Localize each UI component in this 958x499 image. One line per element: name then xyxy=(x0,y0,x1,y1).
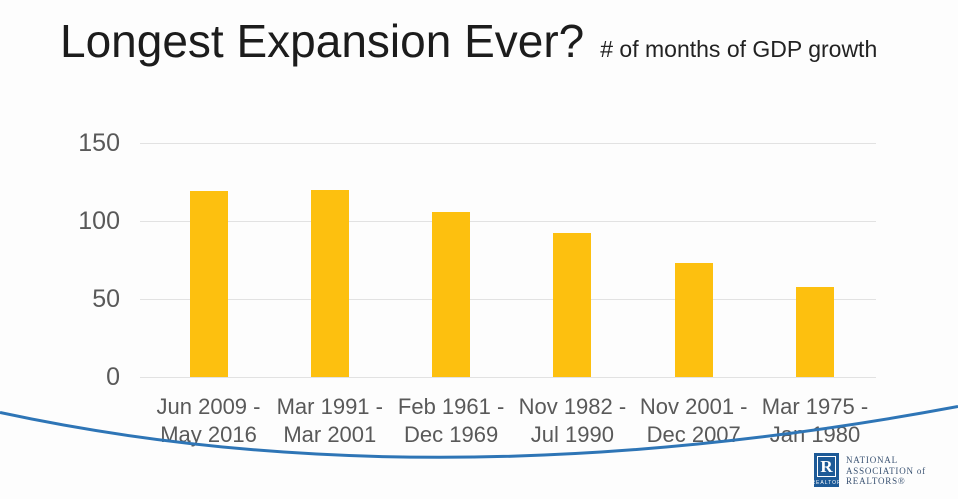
x-axis-label: Nov 1982 - Jul 1990 xyxy=(492,393,652,448)
gridline-y100 xyxy=(140,221,876,222)
x-axis-label-line2: Mar 2001 xyxy=(280,420,380,448)
bar-dec-1969 xyxy=(432,211,471,377)
y-axis-tick-100: 100 xyxy=(78,207,120,235)
bar-mar-2001 xyxy=(310,189,349,377)
x-axis-label: Mar 1991 - Mar 2001 xyxy=(250,393,410,448)
bar-jul-1990 xyxy=(553,233,592,377)
x-axis-label-line1: Nov 1982 - xyxy=(515,393,630,421)
x-axis-label-line1: Mar 1991 - xyxy=(273,393,386,421)
x-axis-label-line1: Feb 1961 - xyxy=(394,393,508,421)
y-axis-tick-150: 150 xyxy=(78,129,120,157)
y-axis-tick-0: 0 xyxy=(106,363,120,391)
realtor-r-letter: R xyxy=(817,455,836,477)
chart-subtitle: # of months of GDP growth xyxy=(600,36,878,62)
x-axis-label-line2: Dec 1969 xyxy=(401,420,502,448)
nar-wordmark-line3: REALTORS® xyxy=(846,476,906,486)
realtor-r-icon: R xyxy=(814,453,839,479)
x-axis-label-line1: Mar 1975 - xyxy=(758,393,872,421)
gridline-y0 xyxy=(140,377,876,378)
chart-title: Longest Expansion Ever? xyxy=(60,15,585,67)
nar-wordmark-line1: NATIONAL xyxy=(846,455,898,465)
nar-logo: R REALTOR NATIONAL ASSOCIATION of REALTO… xyxy=(811,453,926,487)
bar-may-2016 xyxy=(189,191,228,377)
x-axis-label: Jun 2009 - May 2016 xyxy=(129,393,289,448)
chart-header: Longest Expansion Ever? # of months of G… xyxy=(60,14,918,68)
y-axis-tick-50: 50 xyxy=(92,285,120,313)
nar-wordmark-line2: ASSOCIATION of xyxy=(846,465,926,476)
gridline-y150 xyxy=(140,143,876,144)
x-axis-label-line1: Nov 2001 - xyxy=(636,393,751,421)
x-axis-label: Feb 1961 - Dec 1969 xyxy=(371,393,531,448)
realtor-r-logo: R REALTOR xyxy=(811,453,842,487)
realtor-label: REALTOR xyxy=(811,479,842,487)
x-axis-label-line2: Jul 1990 xyxy=(527,420,617,448)
bar-jan-1980 xyxy=(796,286,834,377)
nar-wordmark: NATIONAL ASSOCIATION of REALTORS® xyxy=(846,453,926,487)
x-axis-label-line1: Jun 2009 - xyxy=(153,393,264,421)
gridline-y50 xyxy=(140,299,876,300)
x-axis-label-line2: May 2016 xyxy=(157,420,260,448)
bar-dec-2007 xyxy=(674,263,713,377)
